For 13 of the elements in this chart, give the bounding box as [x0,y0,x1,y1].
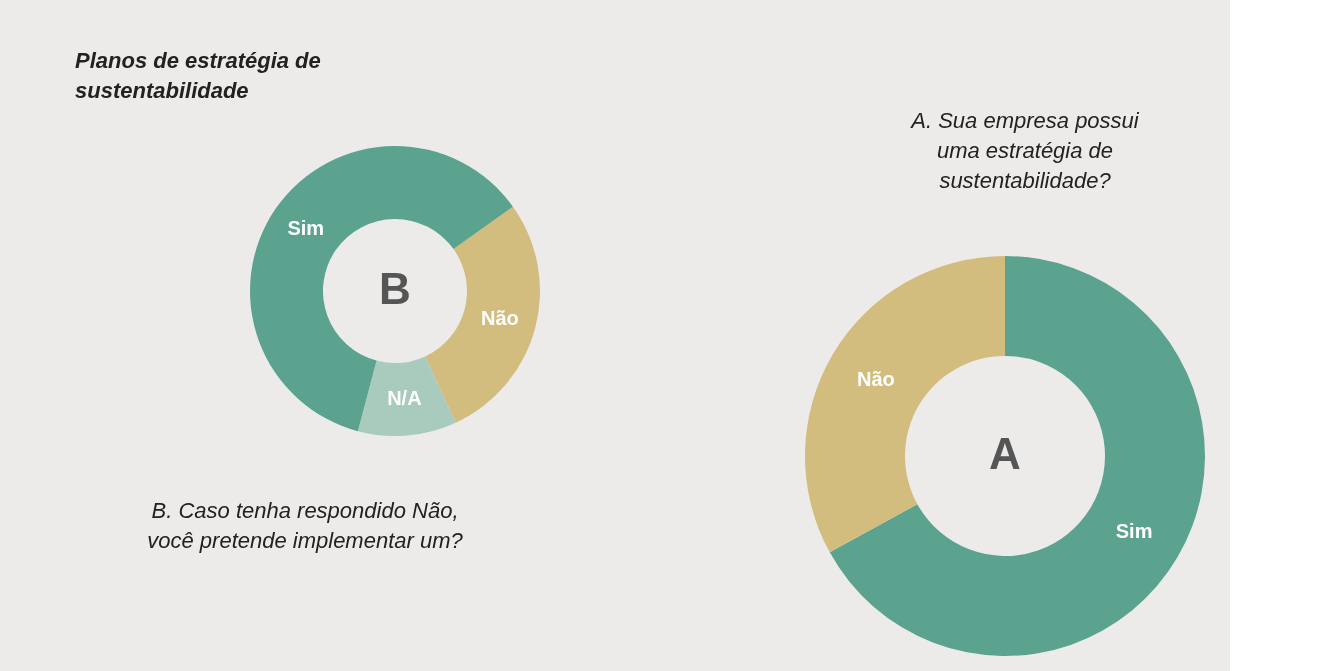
slice-label: N/A [387,387,422,410]
text: A. Sua empresa possui uma estratégia de sustentabilidade? [909,108,1140,193]
text: B. Caso tenha respondido Não, você pretende implementar um? [147,498,464,553]
chart-title: Planos de estratégia de sustentabilidade [75,48,321,103]
slice-label: Sim [1115,520,1153,543]
text: A [989,429,1021,478]
donut-slice [425,206,540,423]
slice-label: Não [856,367,895,390]
text: B [379,264,411,313]
donut-slice [357,356,456,436]
slice-label: Sim [287,217,325,240]
slice-label: Não [480,306,519,329]
donut-slice [829,256,1205,656]
